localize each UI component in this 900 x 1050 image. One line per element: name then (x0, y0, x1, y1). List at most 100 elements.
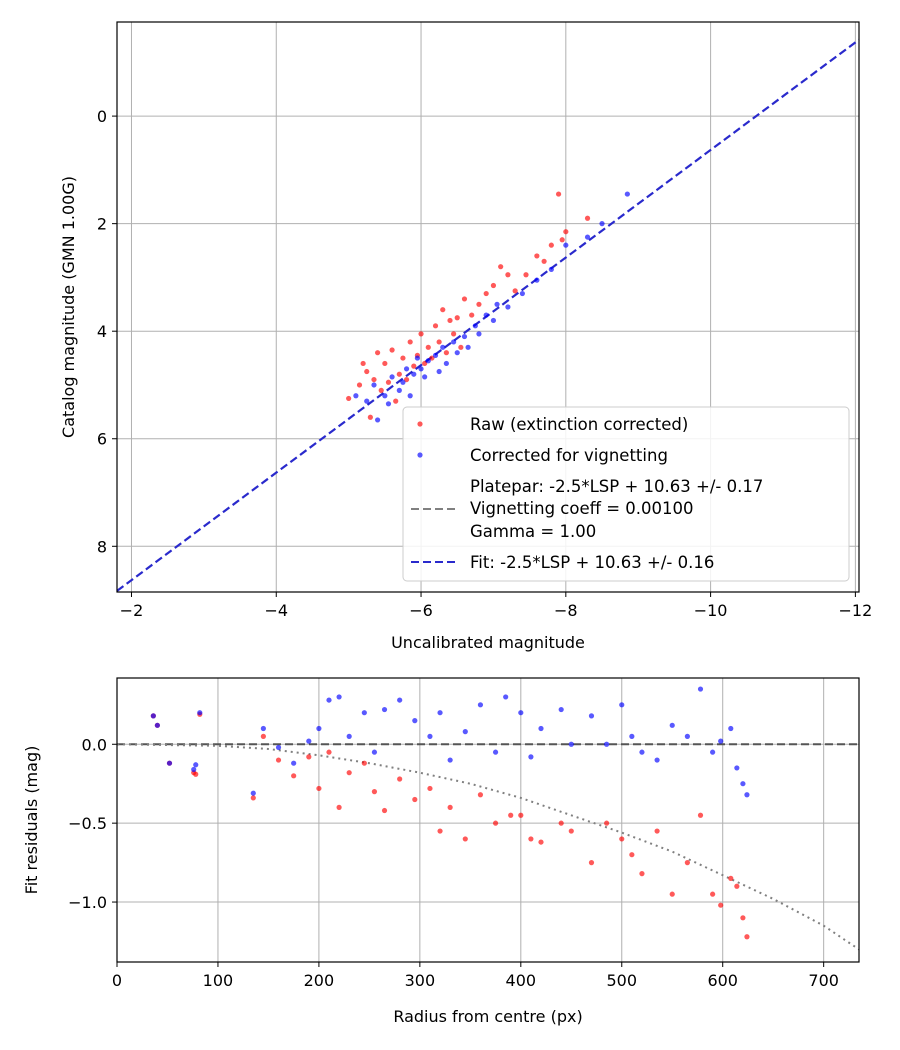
corrected-point (619, 702, 625, 708)
top-y-axis-label: Catalog magnitude (GMN 1.00G) (59, 176, 78, 438)
raw-point (559, 237, 565, 243)
corrected-point (534, 277, 540, 283)
corrected-point (528, 754, 534, 760)
raw-point (260, 733, 266, 739)
raw-point (518, 812, 524, 818)
raw-point (193, 771, 199, 777)
corrected-point (381, 706, 388, 713)
legend-fit-label: Fit: -2.5*LSP + 10.63 +/- 0.16 (470, 553, 714, 572)
raw-point (429, 355, 435, 361)
corrected-point (411, 371, 417, 377)
raw-point (684, 860, 690, 866)
top-y-ticks: 0 2 4 6 8 (97, 107, 117, 556)
corrected-point (477, 702, 484, 708)
raw-point (396, 371, 402, 377)
raw-point (393, 398, 399, 404)
raw-point (462, 836, 468, 842)
x-tick-label: 300 (405, 971, 436, 990)
legend-corrected-marker (417, 452, 423, 458)
corrected-point (250, 790, 256, 796)
raw-point (397, 776, 403, 782)
raw-point (458, 344, 464, 350)
raw-point (250, 795, 256, 801)
corrected-point (558, 706, 564, 713)
corrected-point (412, 718, 418, 724)
raw-point (436, 339, 442, 345)
x-tick-label: −4 (264, 601, 288, 620)
corrected-point (734, 765, 740, 771)
corrected-point (710, 749, 716, 755)
x-tick-label: 600 (707, 971, 738, 990)
x-tick-label: 100 (203, 971, 234, 990)
corrected-point (166, 760, 173, 766)
corrected-point (275, 744, 282, 751)
raw-point (316, 785, 322, 792)
corrected-point (440, 344, 446, 350)
raw-point (534, 253, 540, 259)
raw-point (367, 414, 373, 420)
corrected-point (191, 766, 197, 773)
corrected-point (588, 713, 595, 719)
raw-point (346, 770, 352, 776)
corrected-point (382, 393, 388, 399)
raw-point (400, 355, 406, 361)
corrected-point (150, 713, 156, 719)
raw-point (744, 934, 750, 940)
corrected-point (353, 393, 359, 399)
raw-point (371, 789, 378, 795)
corrected-point (492, 749, 499, 755)
corrected-point (437, 710, 443, 716)
top-x-ticks: −2 −4 −6 −8 −10 −12 (120, 592, 872, 620)
corrected-point (425, 358, 431, 364)
raw-point (734, 883, 740, 889)
raw-point (619, 836, 625, 842)
x-tick-label: −2 (120, 601, 144, 620)
raw-point (461, 296, 468, 302)
corrected-point (197, 710, 203, 716)
raw-point (490, 282, 497, 289)
bottom-x-axis-label: Radius from centre (px) (393, 1007, 582, 1026)
corrected-point (371, 749, 378, 755)
raw-point (505, 272, 511, 278)
raw-point (538, 839, 544, 845)
raw-point (375, 350, 381, 356)
top-axes-frame (116, 21, 860, 593)
corrected-point (548, 266, 554, 272)
y-tick-label: 4 (97, 322, 107, 341)
raw-point (275, 757, 282, 763)
corrected-point (193, 762, 199, 768)
corrected-point (447, 757, 453, 763)
y-tick-label: 8 (97, 537, 107, 556)
corrected-point (432, 352, 439, 358)
raw-point (432, 323, 439, 329)
raw-point (360, 360, 366, 367)
raw-point (443, 350, 449, 356)
corrected-point (436, 368, 442, 375)
bottom-x-ticks: 0 100 200 300 400 500 600 700 (112, 962, 839, 990)
legend-platepar-line3: Gamma = 1.00 (470, 522, 596, 541)
corrected-point (361, 710, 367, 716)
raw-point (412, 796, 418, 803)
raw-point (381, 807, 388, 814)
x-tick-label: 700 (808, 971, 839, 990)
raw-point (326, 749, 332, 755)
corrected-point (260, 725, 266, 732)
raw-point (728, 875, 734, 881)
corrected-point (414, 355, 421, 361)
x-tick-label: 0 (112, 971, 122, 990)
raw-point (378, 387, 384, 393)
corrected-point (563, 242, 569, 248)
corrected-point (403, 366, 410, 372)
bottom-y-ticks: 0.0 −0.5 −1.0 (68, 735, 117, 912)
corrected-point (697, 686, 704, 692)
x-tick-label: 500 (606, 971, 637, 990)
raw-point (407, 339, 413, 345)
y-tick-label: −1.0 (68, 893, 107, 912)
corrected-point (465, 344, 471, 350)
corrected-point (396, 387, 402, 393)
raw-point (440, 307, 446, 313)
corrected-point (728, 725, 734, 732)
raw-point (492, 820, 499, 826)
corrected-point (629, 733, 635, 739)
